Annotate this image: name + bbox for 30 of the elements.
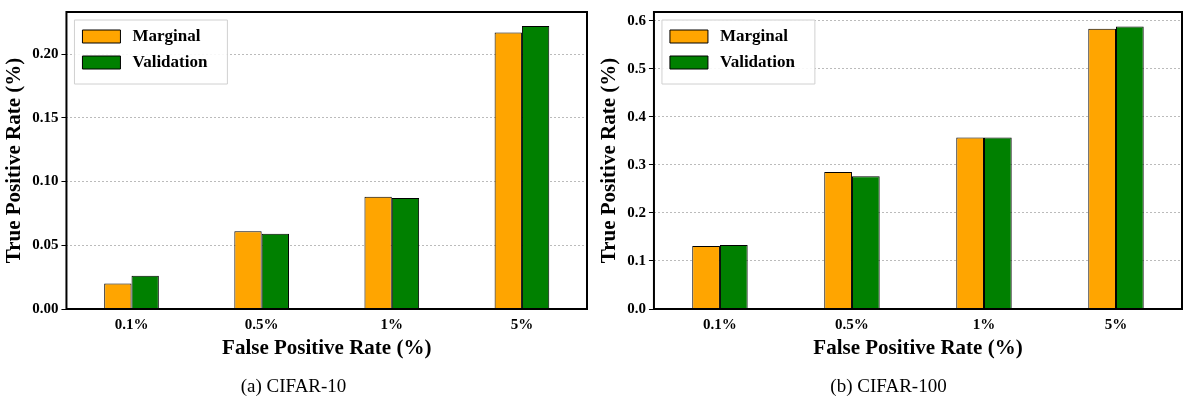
text: (a) CIFAR-10 — [240, 374, 347, 397]
y-axis-title: True Positive Rate (%) — [1, 57, 26, 264]
y-tick-label: 0.2 — [627, 203, 646, 220]
legend-label: Validation — [132, 52, 208, 72]
y-tick-label: 0.15 — [32, 108, 59, 125]
x-tick-label: 5% — [1104, 315, 1128, 332]
x-tick-label: 0.5% — [244, 315, 279, 332]
y-tick-label: 0.10 — [32, 172, 59, 189]
y-tick-label: 0.3 — [627, 155, 646, 172]
y-tick-label: 0.00 — [32, 299, 59, 316]
y-tick-label: 0.4 — [627, 107, 647, 124]
y-tick-label: 0.05 — [32, 236, 59, 253]
x-tick-label: 1% — [972, 315, 996, 332]
legend-label: Validation — [719, 52, 796, 72]
x-axis-title: False Positive Rate (%) — [222, 335, 432, 360]
legend-label: Marginal — [719, 26, 789, 46]
x-axis-title: False Positive Rate (%) — [813, 335, 1023, 360]
y-axis-title: True Positive Rate (%) — [596, 57, 621, 264]
x-tick-label: 0.1% — [703, 315, 737, 332]
legend-label: Marginal — [132, 26, 201, 46]
y-tick-label: 0.6 — [627, 11, 647, 28]
y-tick-label: 0.0 — [627, 299, 646, 316]
x-tick-label: 0.1% — [114, 315, 149, 332]
y-tick-label: 0.5 — [627, 59, 646, 76]
x-tick-label: 0.5% — [835, 315, 869, 332]
x-tick-label: 1% — [380, 315, 404, 332]
x-tick-label: 5% — [510, 315, 534, 332]
y-tick-label: 0.1 — [627, 251, 646, 268]
y-tick-label: 0.20 — [32, 44, 59, 61]
text: (b) CIFAR-100 — [830, 374, 947, 397]
